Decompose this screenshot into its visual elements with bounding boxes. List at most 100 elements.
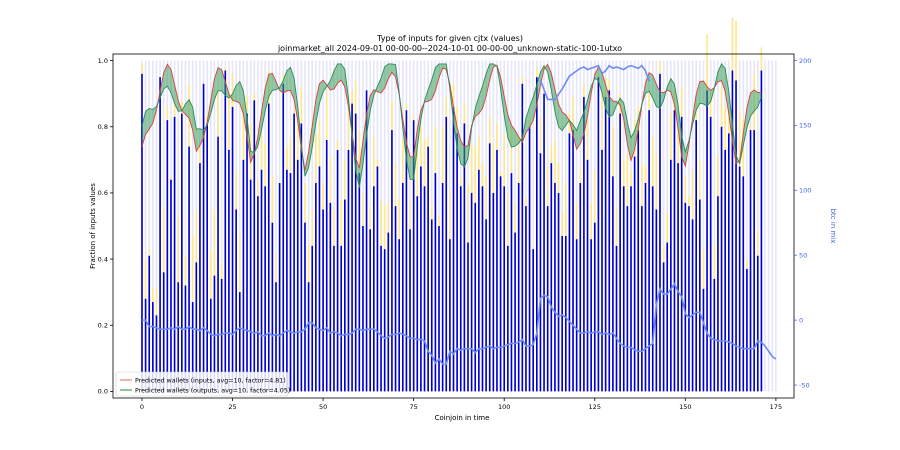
bar-yellow-segment [720,87,723,127]
bar-blue-segment [376,166,379,392]
y2-tick-label: -50 [799,381,810,389]
bar-yellow-segment [535,67,538,78]
bar-blue-segment [684,202,687,392]
bar-yellow-segment [347,100,350,150]
bar-blue-segment [456,133,458,392]
bar-yellow-segment [670,113,672,160]
bar-yellow-segment [296,120,299,160]
bar-yellow-segment [550,146,553,164]
bar-yellow-segment [659,60,661,74]
bar-yellow-segment [372,136,375,187]
bar-blue-segment [369,229,372,392]
bar-blue-segment [673,110,676,392]
bar-yellow-segment [749,126,752,131]
bar-yellow-segment [575,202,578,240]
bar-yellow-segment [438,216,440,226]
bar-yellow-segment [561,212,563,236]
bar-blue-segment [391,130,393,392]
bar-yellow-segment [557,163,560,193]
bar-blue-segment [485,219,487,392]
bar-blue-segment [449,239,451,392]
bar-blue-segment [202,83,205,392]
bar-remainder [152,60,154,392]
bar-blue-segment [184,285,187,392]
bar-blue-segment [383,249,386,392]
bar-blue-segment [380,245,382,392]
bar-blue-segment [173,116,176,392]
bar-blue-segment [181,113,183,392]
bar-yellow-segment [554,140,556,183]
bar-yellow-segment [452,83,455,107]
bar-blue-segment [517,183,520,392]
bar-yellow-segment [514,202,516,233]
bar-yellow-segment [166,106,169,121]
bar-blue-segment [583,97,585,392]
bar-blue-segment [242,159,245,392]
inputs-wallets-line [141,63,762,171]
bar-yellow-segment [746,259,748,269]
bar-yellow-segment [445,97,448,117]
bar-blue-segment [738,166,741,392]
bar-remainder [191,60,194,392]
wallet-fill-group [141,63,762,188]
bar-blue-segment [666,242,669,392]
bar-blue-segment [347,149,350,392]
bar-yellow-segment [583,83,585,97]
bar-yellow-segment [699,159,701,200]
bar-yellow-segment [170,176,172,180]
bar-yellow-segment [329,156,332,203]
bar-yellow-segment [213,209,216,276]
bar-yellow-segment [564,183,567,236]
bar-yellow-segment [336,140,339,150]
bar-blue-segment [289,173,292,392]
bar-blue-segment [637,130,640,392]
bar-yellow-segment [224,67,227,71]
y2-tick-label: 150 [799,122,811,130]
bar-yellow-segment [727,110,730,134]
bar-yellow-segment [412,116,415,121]
bar-remainder [764,60,766,392]
bar-yellow-segment [521,77,524,84]
bar-blue-segment [394,206,397,392]
bar-blue-segment [398,239,400,392]
bar-yellow-segment [286,146,288,170]
bar-blue-segment [148,255,151,392]
bar-blue-segment [702,288,705,392]
bar-yellow-segment [253,93,256,101]
bar-blue-segment [278,183,281,392]
bar-blue-segment [267,103,270,392]
bar-blue-segment [329,202,332,392]
legend: Predicted wallets (inputs, avg=10, facto… [115,371,290,397]
bar-blue-segment [641,206,643,392]
legend-label-inputs: Predicted wallets (inputs, avg=10, facto… [135,378,286,385]
bar-yellow-segment [507,192,509,246]
bar-remainder [702,60,705,392]
bar-blue-segment [275,282,277,392]
bar-yellow-segment [756,229,759,256]
bar-blue-segment [354,113,357,392]
bar-yellow-segment [162,206,165,273]
bar-blue-segment [336,149,339,392]
plot-area [112,17,795,399]
x-tick-label: 75 [410,403,418,411]
bar-blue-segment [688,206,690,392]
bar-yellow-segment [662,245,665,263]
bar-yellow-segment [546,166,549,207]
bar-blue-segment [296,159,299,392]
y-tick-label: 0.6 [98,189,108,197]
bar-blue-segment [459,186,462,392]
bar-yellow-segment [358,130,361,174]
bar-blue-segment [670,159,672,392]
bar-blue-segment [742,176,745,392]
bar-yellow-segment [724,106,726,150]
bar-yellow-segment [666,212,669,243]
bar-blue-segment [206,123,208,392]
bar-yellow-segment [459,176,462,187]
bar-blue-segment [481,186,484,392]
bar-yellow-segment [260,133,263,170]
y2-tick-label: 50 [799,252,807,260]
bar-blue-segment [648,110,650,392]
bar-blue-segment [514,232,516,392]
bar-blue-segment [271,222,274,392]
bar-blue-segment [463,123,466,392]
